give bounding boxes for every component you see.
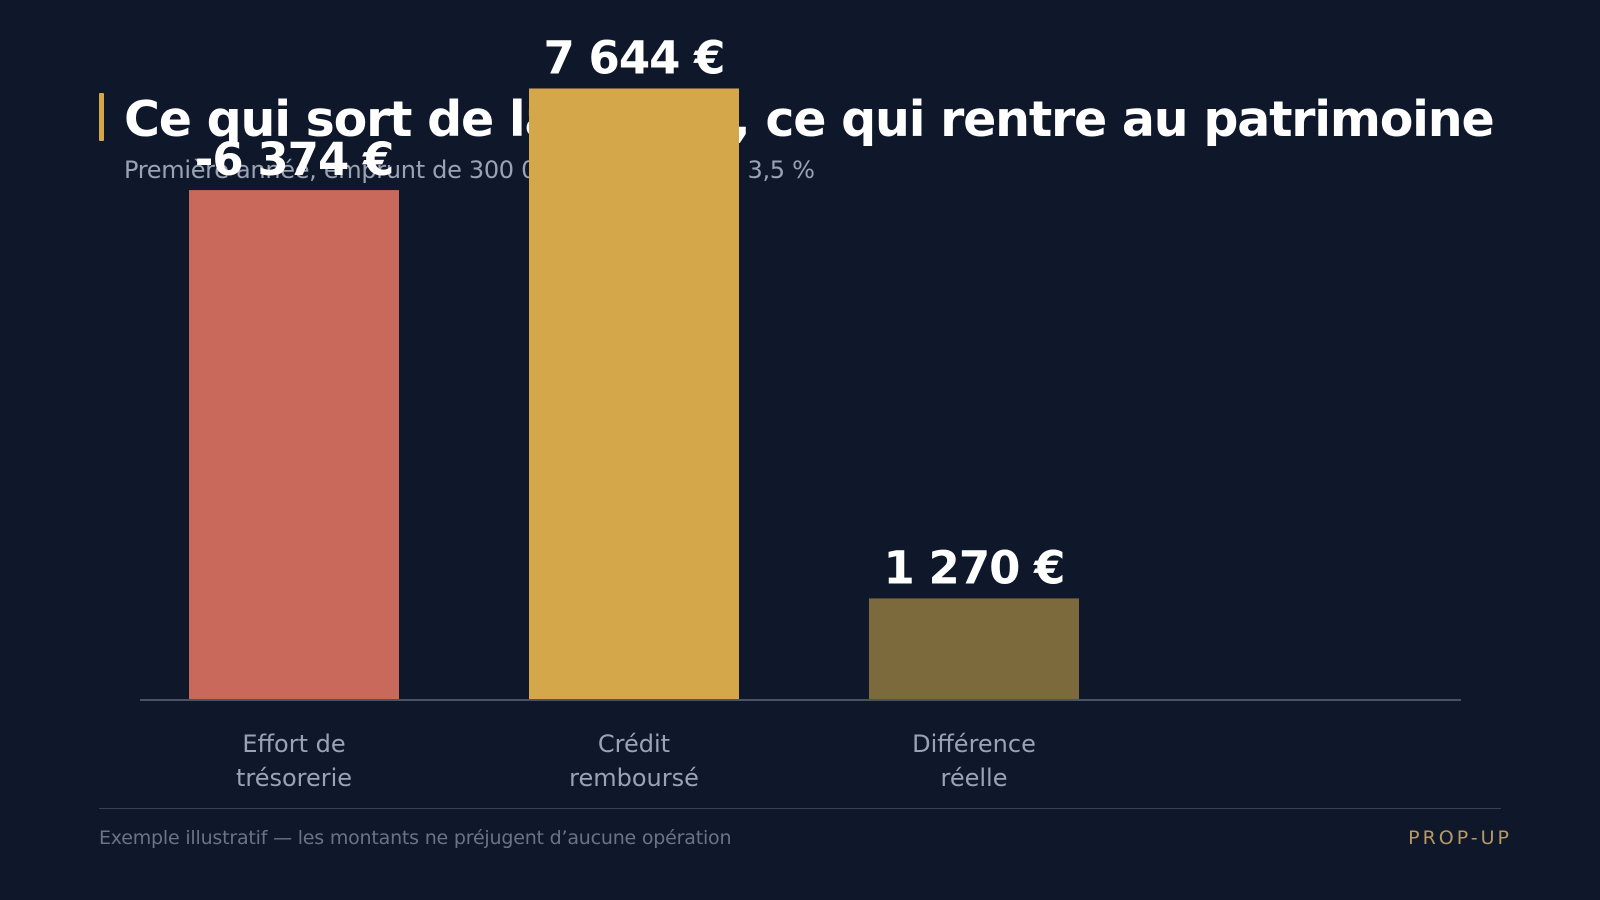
bar-3: [869, 598, 1079, 700]
category-label-1-line-1: Effort de: [242, 730, 345, 758]
bar-value-label-1: -6 374 €: [195, 133, 394, 186]
category-label-3-line-1: Différence: [912, 730, 1036, 758]
title-accent-bar: [99, 93, 104, 141]
bar-2: [529, 88, 739, 701]
category-label-1-line-2: trésorerie: [236, 764, 352, 792]
page-title: Ce qui sort de la poche, ce qui rentre a…: [124, 91, 1495, 148]
bars-layer: [189, 88, 1079, 701]
category-label-3-line-2: réelle: [941, 764, 1008, 792]
brand-logo-text: PROP-UP: [1408, 827, 1512, 849]
footer-divider: [99, 808, 1501, 809]
category-label-2-line-1: Crédit: [598, 730, 670, 758]
labels-layer: -6 374 € Effort de trésorerie 7 644 € Crédit…: [195, 31, 1066, 792]
bar-value-label-2: 7 644 €: [544, 31, 725, 84]
footer-disclaimer: Exemple illustratif — les montants ne pr…: [99, 827, 732, 849]
category-label-2-line-2: remboursé: [569, 764, 699, 792]
bar-chart: -6 374 € Effort de trésorerie 7 644 € Crédit…: [140, 31, 1461, 792]
bar-value-label-3: 1 270 €: [884, 541, 1065, 594]
bar-1: [189, 190, 399, 700]
